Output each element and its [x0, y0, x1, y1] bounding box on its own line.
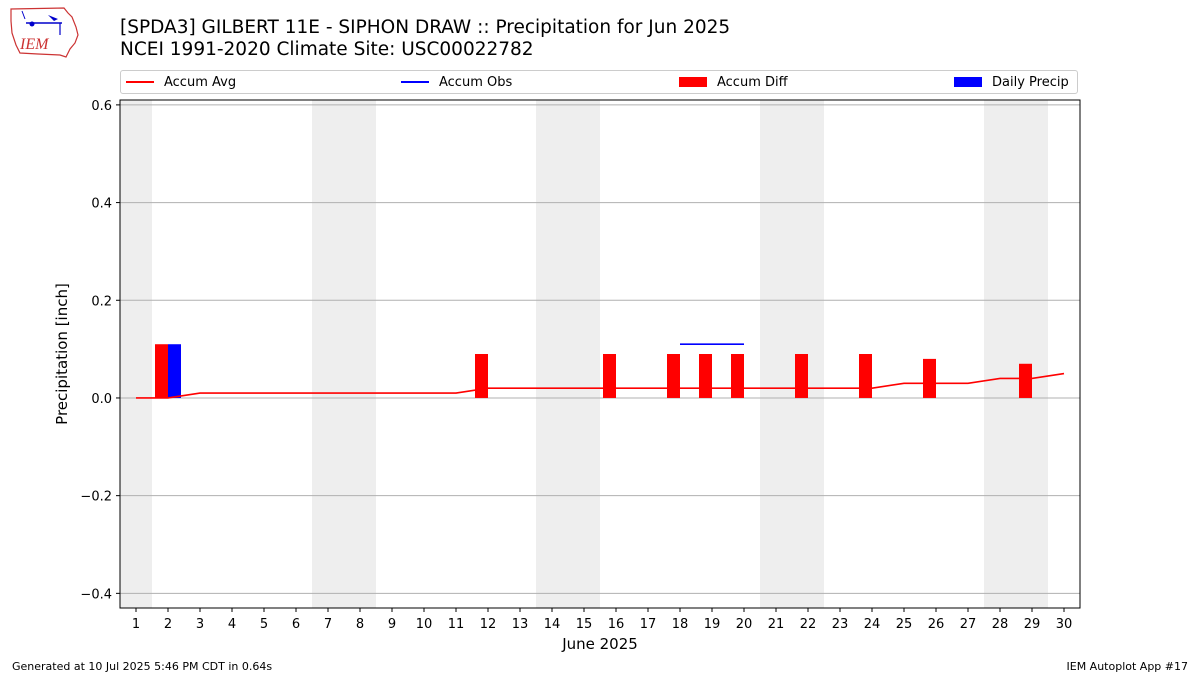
x-tick-label-30: 30	[1056, 617, 1073, 632]
legend-item-accum-avg: Accum Avg	[126, 71, 236, 93]
app-credit: IEM Autoplot App #17	[1066, 660, 1189, 673]
legend-label-accum-avg: Accum Avg	[164, 74, 237, 90]
iem-logo: IEM	[8, 5, 80, 63]
weekend-shade-2	[536, 100, 600, 608]
legend-item-accum-obs: Accum Obs	[401, 71, 512, 93]
x-tick-label-2: 2	[164, 617, 172, 632]
y-tick-label-4: 0.4	[91, 197, 112, 212]
legend-label-accum-obs: Accum Obs	[439, 74, 513, 90]
legend-item-accum-diff: Accum Diff	[679, 71, 788, 93]
x-tick-label-17: 17	[640, 617, 657, 632]
x-tick-label-15: 15	[576, 617, 593, 632]
x-tick-label-22: 22	[800, 617, 817, 632]
x-tick-label-7: 7	[324, 617, 332, 632]
y-tick-label-1: −0.2	[80, 490, 112, 505]
legend-swatch-daily-precip	[954, 77, 982, 87]
y-tick-label-5: 0.6	[91, 99, 112, 114]
x-tick-label-27: 27	[960, 617, 977, 632]
accum-diff-bar-22	[795, 354, 808, 398]
accum-diff-bar-16	[603, 354, 616, 398]
x-tick-label-19: 19	[704, 617, 721, 632]
x-tick-label-3: 3	[196, 617, 204, 632]
x-tick-label-8: 8	[356, 617, 364, 632]
legend-label-daily-precip: Daily Precip	[992, 74, 1069, 90]
legend-item-daily-precip: Daily Precip	[954, 71, 1069, 93]
chart-subtitle: NCEI 1991-2020 Climate Site: USC00022782	[120, 39, 534, 60]
x-tick-label-20: 20	[736, 617, 753, 632]
x-tick-label-16: 16	[608, 617, 625, 632]
accum-diff-bar-20	[731, 354, 744, 398]
x-tick-label-13: 13	[512, 617, 529, 632]
x-tick-label-6: 6	[292, 617, 300, 632]
accum-diff-bar-2	[155, 344, 168, 398]
chart-title: [SPDA3] GILBERT 11E - SIPHON DRAW :: Pre…	[120, 17, 731, 38]
x-tick-label-11: 11	[448, 617, 465, 632]
accum-diff-bar-26	[923, 358, 936, 398]
legend-label-accum-diff: Accum Diff	[717, 74, 788, 90]
x-tick-label-21: 21	[768, 617, 785, 632]
legend-swatch-accum-diff	[679, 77, 707, 87]
x-tick-label-26: 26	[928, 617, 945, 632]
weekend-shade-3	[760, 100, 824, 608]
x-tick-label-4: 4	[228, 617, 236, 632]
accum-avg-line	[136, 372, 1065, 399]
generated-timestamp: Generated at 10 Jul 2025 5:46 PM CDT in …	[12, 660, 273, 673]
legend-swatch-accum-obs	[401, 81, 429, 83]
accum-diff-bar-12	[475, 354, 488, 398]
x-tick-label-5: 5	[260, 617, 268, 632]
weekend-shade-4	[984, 100, 1048, 608]
accum-diff-bar-29	[1019, 363, 1032, 398]
weekend-shade-0	[120, 100, 152, 608]
x-tick-label-24: 24	[864, 617, 881, 632]
x-tick-label-28: 28	[992, 617, 1009, 632]
x-tick-label-23: 23	[832, 617, 849, 632]
plot-frame	[119, 99, 1081, 609]
weekend-shade-1	[312, 100, 376, 608]
legend: Accum Avg Accum Obs Accum Diff Daily Pre…	[120, 70, 1078, 94]
legend-swatch-accum-avg	[126, 81, 154, 83]
x-tick-label-14: 14	[544, 617, 561, 632]
accum-diff-bar-18	[667, 354, 680, 398]
accum-diff-bar-24	[859, 354, 872, 398]
x-tick-label-10: 10	[416, 617, 433, 632]
accum-diff-bar-19	[699, 354, 712, 398]
x-tick-label-25: 25	[896, 617, 913, 632]
x-tick-label-1: 1	[132, 617, 140, 632]
x-tick-label-18: 18	[672, 617, 689, 632]
x-tick-label-9: 9	[388, 617, 396, 632]
logo-text: IEM	[19, 36, 50, 53]
y-tick-label-3: 0.2	[91, 294, 112, 309]
y-tick-label-0: −0.4	[80, 587, 112, 602]
daily-precip-bar-2	[168, 344, 181, 398]
y-axis-label: Precipitation [inch]	[53, 283, 71, 425]
x-axis-label: June 2025	[561, 635, 638, 653]
y-tick-label-2: 0.0	[91, 392, 112, 407]
x-tick-label-29: 29	[1024, 617, 1041, 632]
x-tick-label-12: 12	[480, 617, 497, 632]
